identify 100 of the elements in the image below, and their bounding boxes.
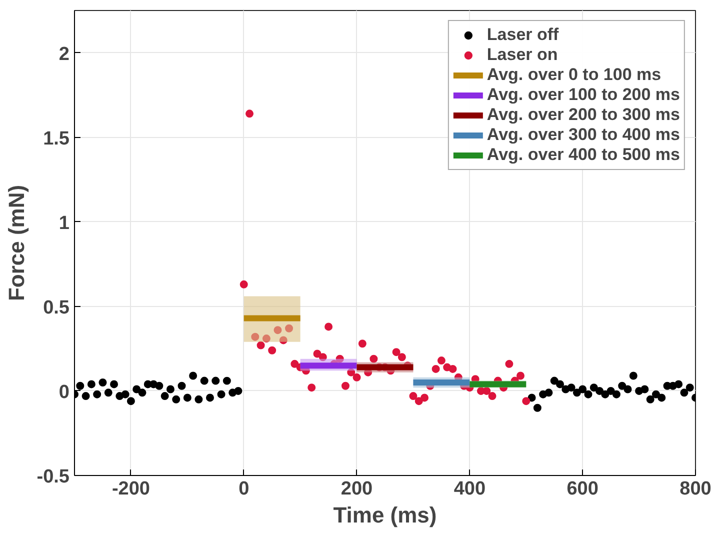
point <box>240 280 248 288</box>
point <box>398 353 406 362</box>
y-tick-label: -0.5 <box>36 466 70 488</box>
point <box>658 394 666 402</box>
y-tick-label: 2 <box>58 44 70 65</box>
y-tick-label: 1.5 <box>43 128 70 150</box>
point <box>567 384 576 392</box>
point <box>82 392 90 400</box>
point <box>370 354 378 363</box>
x-tick-label: 600 <box>566 478 598 500</box>
y-tick-label: 0 <box>58 382 70 403</box>
point <box>578 385 587 394</box>
point <box>432 364 440 373</box>
point <box>572 388 581 397</box>
point <box>200 376 208 385</box>
point <box>584 390 592 398</box>
point <box>290 360 299 368</box>
x-tick-label: 800 <box>680 478 712 500</box>
point <box>104 388 112 397</box>
point <box>352 373 361 382</box>
point <box>544 388 553 397</box>
point <box>166 385 174 394</box>
point <box>612 390 620 398</box>
point <box>347 368 356 376</box>
point <box>624 385 632 394</box>
point <box>212 376 220 385</box>
point <box>87 380 96 388</box>
legend-label: Avg. over 200 to 300 ms <box>486 105 680 125</box>
point <box>110 380 118 388</box>
point <box>98 378 107 386</box>
point <box>601 390 610 398</box>
point <box>246 110 254 118</box>
point <box>324 322 333 331</box>
point <box>482 386 491 395</box>
point <box>217 390 226 398</box>
legend-label: Avg. over 0 to 100 ms <box>486 65 662 85</box>
point <box>251 332 260 341</box>
x-tick-label: 400 <box>454 478 486 500</box>
point <box>686 384 694 392</box>
point <box>409 392 418 400</box>
point <box>590 384 598 392</box>
point <box>274 326 282 334</box>
point <box>420 394 429 402</box>
point <box>183 394 192 402</box>
point <box>550 376 558 385</box>
point <box>222 376 231 385</box>
point <box>341 382 350 390</box>
point <box>336 354 344 363</box>
point <box>606 386 615 395</box>
point <box>160 392 169 400</box>
point <box>121 390 130 398</box>
point <box>132 385 141 394</box>
legend-label: Avg. over 400 to 500 ms <box>486 145 680 165</box>
legend-label: Laser off <box>486 25 559 45</box>
point <box>488 392 496 400</box>
point <box>126 397 135 406</box>
point <box>279 336 288 344</box>
point <box>680 388 688 397</box>
point <box>358 340 366 348</box>
point <box>76 382 84 390</box>
legend-label: Avg. over 100 to 200 ms <box>486 85 680 105</box>
y-tick-label: 1 <box>58 212 70 234</box>
point <box>172 395 180 404</box>
point <box>268 346 276 354</box>
point <box>516 372 524 380</box>
point <box>392 348 400 356</box>
point <box>308 384 316 392</box>
point <box>414 397 423 406</box>
point <box>285 324 294 332</box>
point <box>505 360 514 368</box>
point <box>629 372 638 380</box>
point <box>194 395 203 404</box>
point <box>206 394 214 402</box>
point <box>618 382 626 390</box>
point <box>674 380 683 388</box>
point <box>138 388 146 397</box>
point <box>256 341 265 350</box>
point <box>318 353 327 362</box>
point <box>437 356 446 365</box>
x-axis-title: Time (ms) <box>333 502 437 528</box>
legend-label: Avg. over 300 to 400 ms <box>486 125 680 145</box>
x-tick-label: 0 <box>238 478 250 500</box>
x-tick-label: 200 <box>340 478 373 500</box>
point <box>522 397 530 406</box>
point <box>528 394 536 402</box>
point <box>596 386 604 395</box>
point <box>640 385 649 394</box>
point <box>556 380 564 388</box>
point <box>313 350 322 358</box>
legend-label: Laser on <box>486 45 558 65</box>
y-tick-label: 0.5 <box>43 297 70 318</box>
point <box>448 364 457 373</box>
point <box>533 404 542 412</box>
y-axis-title: Force (mN) <box>4 184 29 302</box>
point <box>155 382 164 390</box>
point <box>189 372 198 380</box>
point <box>93 390 102 398</box>
point <box>262 334 270 343</box>
point <box>178 382 186 390</box>
point <box>646 395 654 404</box>
